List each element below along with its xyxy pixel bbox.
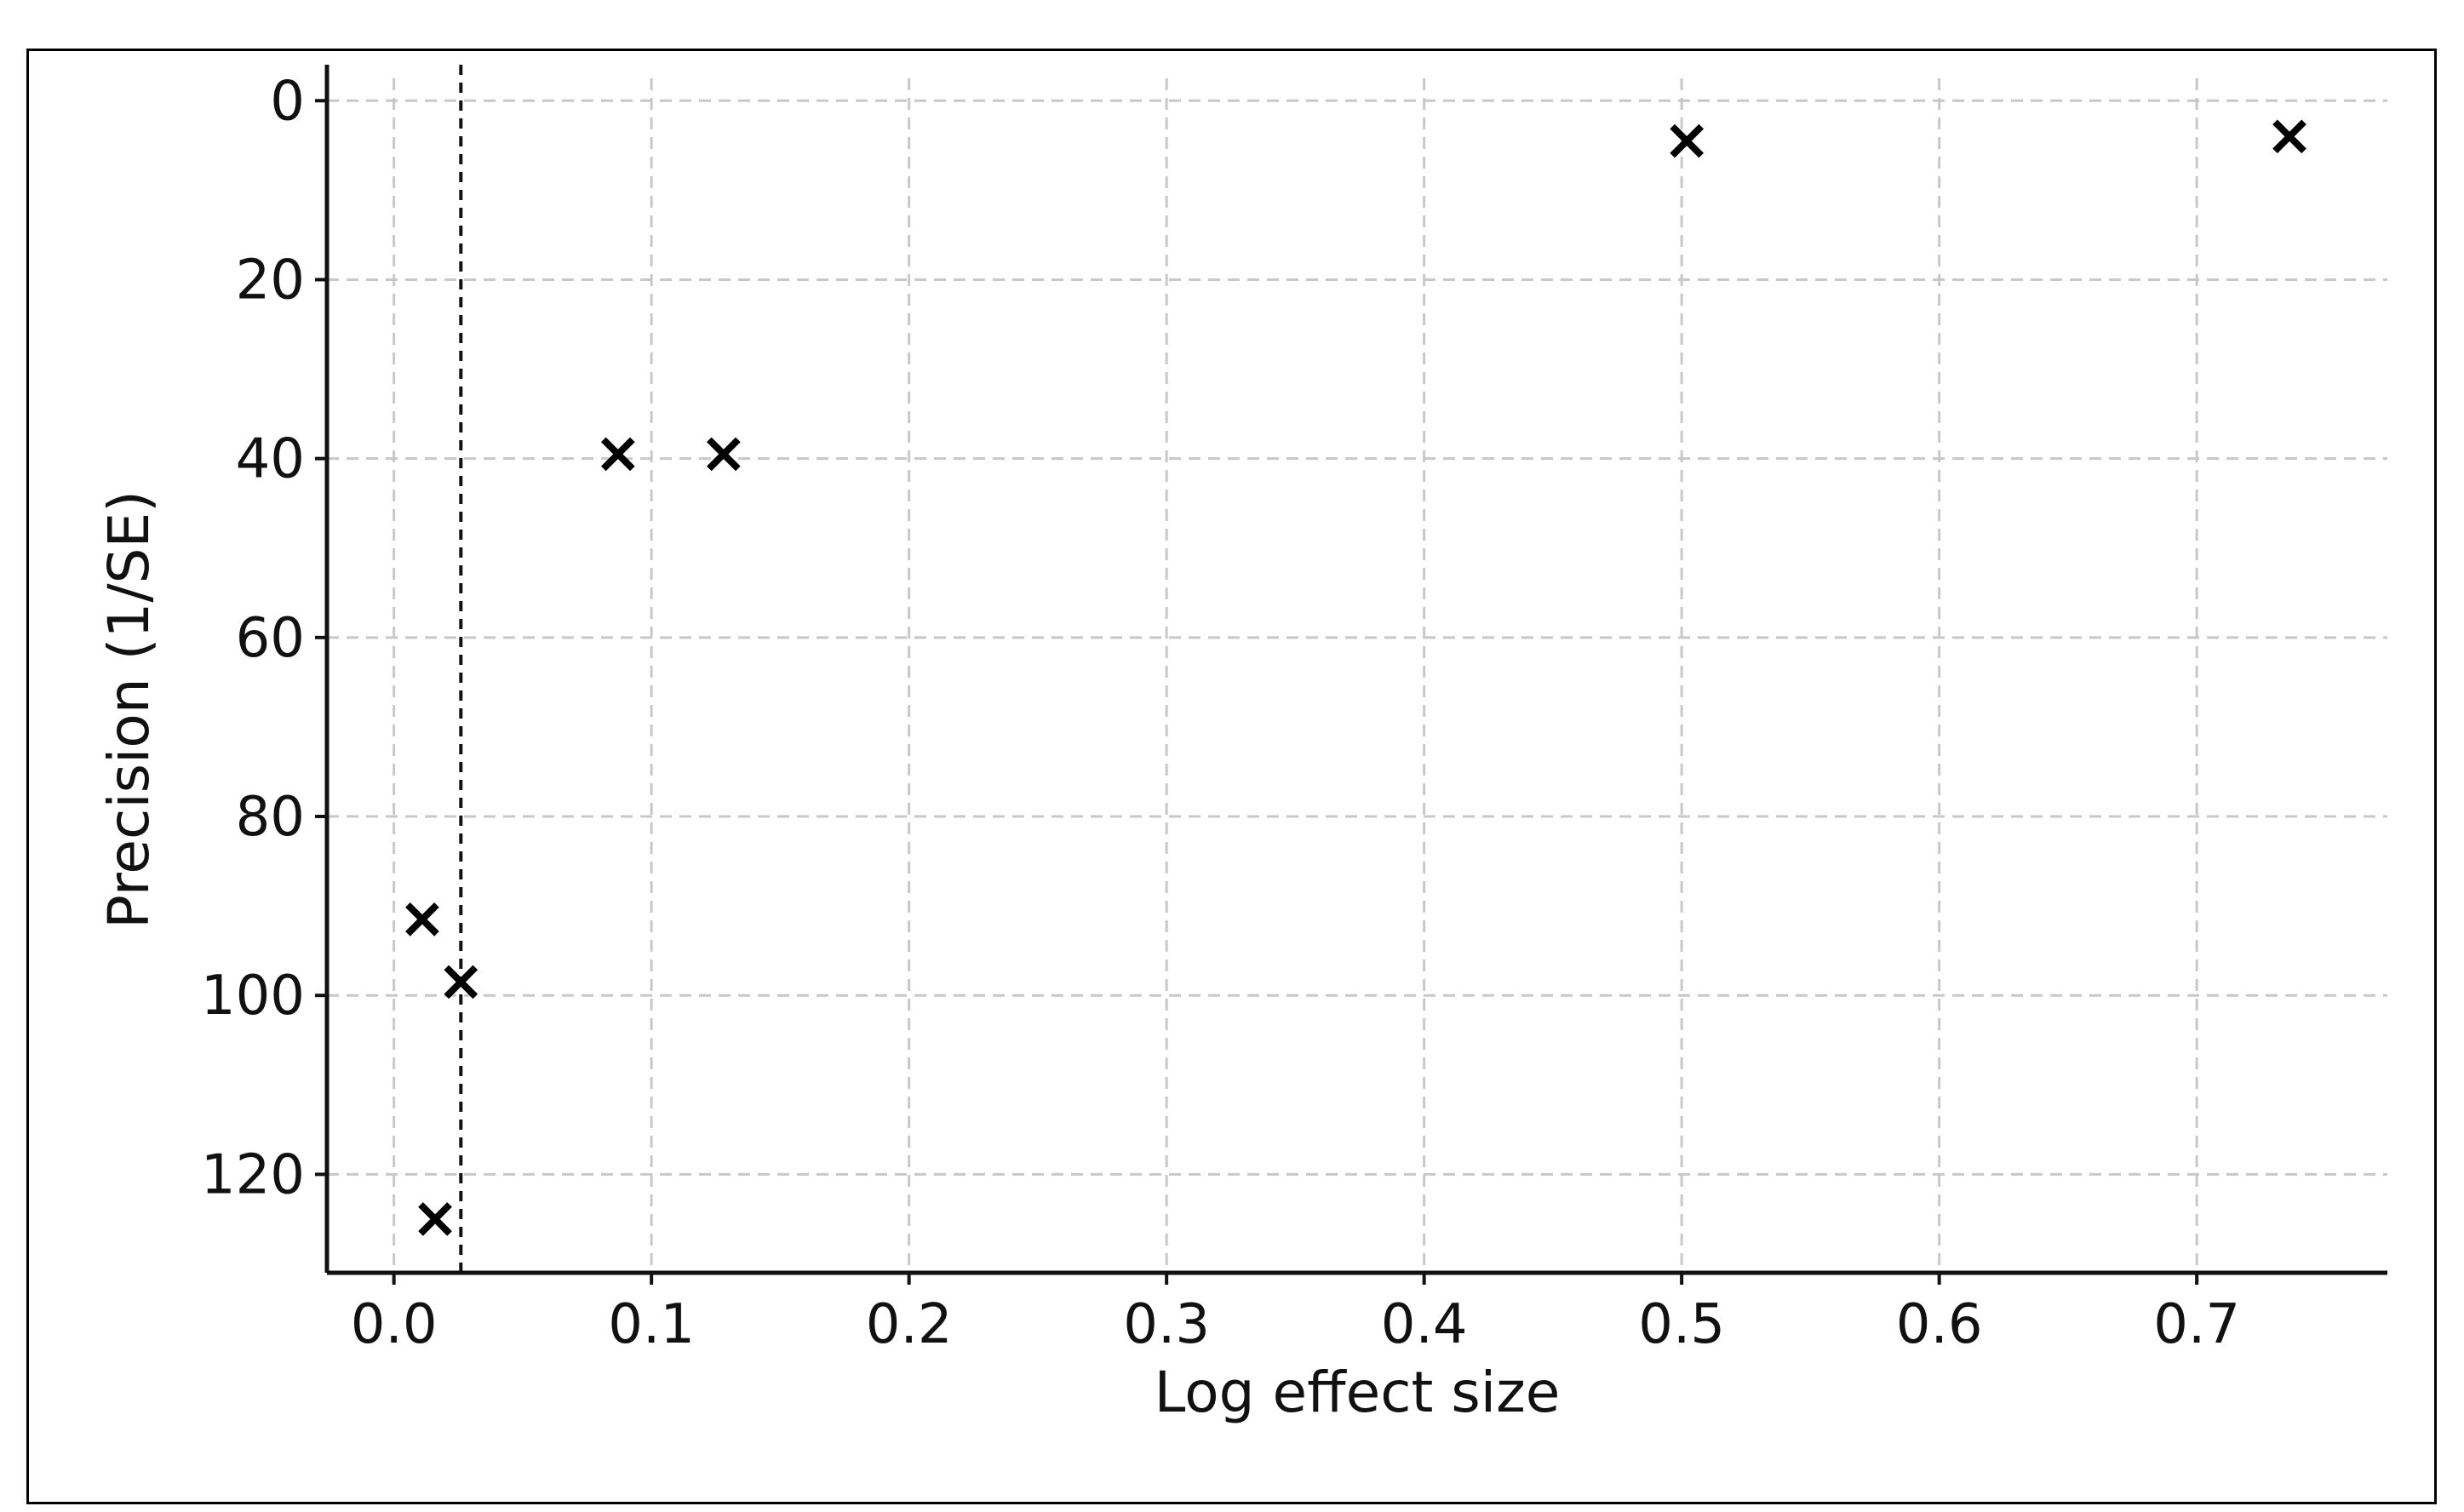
y-tick-label: 40 [236, 428, 305, 491]
data-points [405, 119, 2306, 1236]
x-tick-label: 0.4 [1381, 1293, 1468, 1356]
chart-frame: 0.0 0.1 0.2 0.3 0.4 0.5 0.6 0.7 0 20 40 60 80 100 120 … [26, 49, 2437, 1504]
x-tick-label: 0.7 [2153, 1293, 2240, 1356]
y-tick-label: 0 [270, 70, 305, 133]
y-axis-title: Precision (1/SE) [96, 490, 162, 929]
axes [324, 65, 2387, 1275]
x-tick-label: 0.1 [608, 1293, 695, 1356]
x-tick-label: 0.3 [1123, 1293, 1210, 1356]
y-tick-label: 60 [236, 607, 305, 670]
data-point [1670, 123, 1705, 158]
data-point-stroke [418, 1202, 452, 1236]
x-axis-title: Log effect size [1155, 1360, 1561, 1425]
data-point-stroke [1670, 123, 1705, 158]
x-tick-label: 0.6 [1896, 1293, 1983, 1356]
data-point [405, 902, 439, 936]
scatter-chart: 0.0 0.1 0.2 0.3 0.4 0.5 0.6 0.7020406080100120 … [96, 65, 2387, 1425]
ticks: 0.0 0.1 0.2 0.3 0.4 0.5 0.6 0.7 0 20 40 60 80 100 120 [201, 70, 2240, 1356]
x-tick-label: 0.5 [1638, 1293, 1725, 1356]
data-point [418, 1202, 452, 1236]
data-point [707, 437, 741, 472]
data-point-stroke [600, 437, 635, 472]
data-point-stroke [405, 902, 439, 936]
data-point [444, 965, 478, 999]
grid [327, 78, 2387, 1273]
data-point [600, 437, 635, 472]
y-tick-label: 20 [236, 249, 305, 312]
data-point [2272, 119, 2306, 154]
x-tick-label: 0.2 [866, 1293, 953, 1356]
data-point-stroke [444, 965, 478, 999]
x-tick-label: 0.0 [351, 1293, 438, 1356]
y-tick-label: 80 [236, 786, 305, 849]
y-tick-label: 120 [201, 1143, 305, 1206]
data-point-stroke [707, 437, 741, 472]
y-tick-label: 100 [201, 965, 305, 1028]
data-point-stroke [2272, 119, 2306, 154]
